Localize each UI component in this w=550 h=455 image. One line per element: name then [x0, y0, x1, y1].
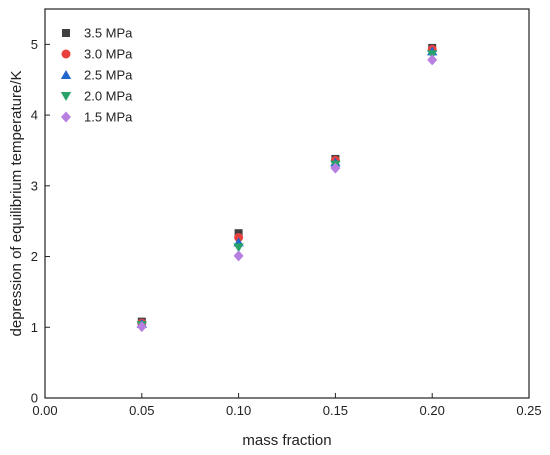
x-tick-label: 0.20: [420, 403, 445, 418]
legend-label: 1.5 MPa: [84, 110, 133, 125]
y-tick-label: 4: [31, 108, 38, 123]
y-tick-label: 1: [31, 320, 38, 335]
data-point: [330, 162, 341, 174]
data-point: [427, 54, 438, 66]
x-tick-label: 0.10: [226, 403, 251, 418]
x-tick-label: 0.00: [32, 403, 57, 418]
axis-tick-labels: 0.00 0.05 0.10 0.15 0.20 0.25 0 1 2 3 4 5: [31, 37, 542, 418]
legend-label: 2.5 MPa: [84, 68, 133, 83]
data-point: [233, 243, 244, 253]
x-tick-label: 0.05: [129, 403, 154, 418]
legend-label: 2.0 MPa: [84, 89, 133, 104]
legend-marker: [62, 29, 70, 37]
legend-marker: [61, 49, 71, 59]
y-tick-label: 5: [31, 37, 38, 52]
x-tick-label: 0.25: [516, 403, 541, 418]
y-tick-label: 2: [31, 249, 38, 264]
legend-item: 2.0 MPa: [60, 89, 133, 104]
x-axis-title: mass fraction: [242, 432, 331, 449]
plot-area-frame: [44, 8, 530, 399]
legend-item: 1.5 MPa: [61, 110, 133, 125]
y-tick-label: 3: [31, 178, 38, 193]
legend-item: 3.0 MPa: [61, 47, 133, 62]
y-tick-label: 0: [31, 391, 38, 406]
legend-label: 3.0 MPa: [84, 47, 133, 62]
data-point: [136, 321, 147, 333]
legend-label: 3.5 MPa: [84, 26, 133, 41]
legend-item: 2.5 MPa: [60, 68, 133, 83]
legend-item: 3.5 MPa: [62, 26, 133, 41]
legend-marker: [60, 92, 72, 101]
data-points: [136, 43, 438, 333]
data-point: [233, 250, 244, 262]
legend: 3.5 MPa 3.0 MPa 2.5 MPa 2.0 MPa 1.5 MPa: [60, 26, 133, 125]
legend-marker: [61, 111, 71, 123]
y-axis-title: depression of equilibrium temperature/K: [8, 71, 25, 337]
x-tick-label: 0.15: [323, 403, 348, 418]
legend-marker: [60, 70, 72, 79]
